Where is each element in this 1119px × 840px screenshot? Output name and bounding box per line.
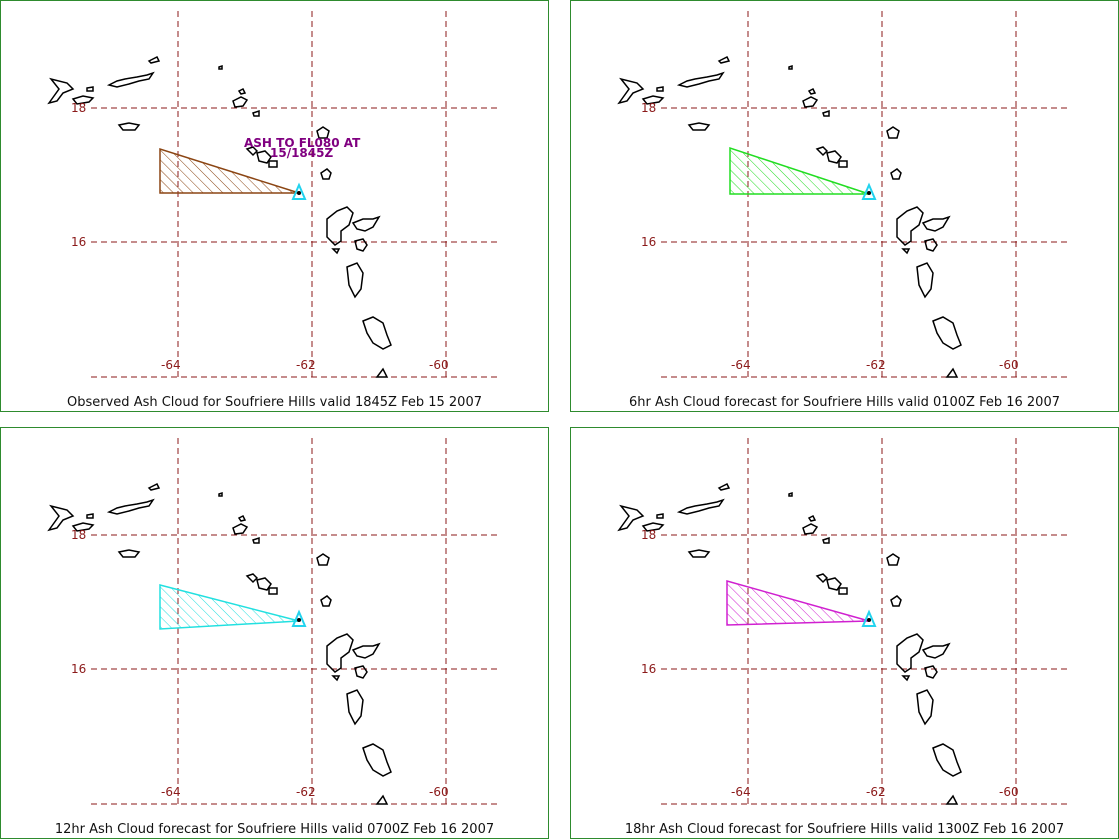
lat-label-16: 16 [641, 662, 656, 676]
map-panel-observed: 18 16 -64 -62 -60 ASH TO FL080 AT 15/184… [0, 0, 549, 412]
lat-label-16: 16 [71, 235, 86, 249]
panel-title: Observed Ash Cloud for Soufriere Hills v… [67, 395, 482, 410]
grid-lines [91, 11, 501, 379]
lon-label-62: -62 [296, 358, 316, 372]
lon-label-64: -64 [161, 785, 181, 799]
lat-label-18: 18 [641, 101, 656, 115]
volcano-marker-icon [291, 609, 307, 627]
panel-title: 18hr Ash Cloud forecast for Soufriere Hi… [624, 822, 1065, 837]
lon-label-62: -62 [866, 785, 886, 799]
lon-label-62: -62 [866, 358, 886, 372]
lon-label-60: -60 [999, 358, 1019, 372]
lon-label-64: -64 [731, 358, 751, 372]
lat-label-18: 18 [71, 101, 86, 115]
volcano-marker-icon [861, 182, 877, 200]
volcano-marker-icon [291, 182, 307, 200]
ash-annotation-line2: 15/1845Z [270, 146, 333, 160]
lon-label-62: -62 [296, 785, 316, 799]
coastline [47, 482, 392, 805]
ash-cloud-polygon [729, 146, 870, 195]
volcano-marker-icon [861, 609, 877, 627]
map-panel-18hr: 18 16 -64 -62 -60 18hr Ash Cloud forecas… [570, 427, 1119, 839]
map-canvas: 18 16 -64 -62 -60 [47, 438, 501, 806]
lon-label-64: -64 [161, 358, 181, 372]
map-canvas: 18 16 -64 -62 -60 [617, 438, 1071, 806]
ash-annotation-line1: ASH TO FL080 AT [244, 136, 361, 150]
grid-lines [661, 438, 1071, 806]
lon-label-64: -64 [731, 785, 751, 799]
ash-cloud-polygon [726, 580, 870, 626]
coastline [47, 55, 392, 378]
map-canvas: 18 16 -64 -62 -60 ASH TO FL080 AT 15/184… [47, 11, 501, 379]
coastline [617, 482, 962, 805]
coastline [617, 55, 962, 378]
lat-label-16: 16 [641, 235, 656, 249]
grid-lines [91, 438, 501, 806]
lat-label-18: 18 [641, 528, 656, 542]
grid-lines [661, 11, 1071, 379]
map-canvas: 18 16 -64 -62 -60 [617, 11, 1071, 379]
lon-label-60: -60 [429, 358, 449, 372]
panel-title: 12hr Ash Cloud forecast for Soufriere Hi… [54, 822, 495, 837]
ash-cloud-polygon [159, 147, 300, 194]
ash-cloud-polygon [159, 584, 300, 630]
lat-label-16: 16 [71, 662, 86, 676]
map-panel-12hr: 18 16 -64 -62 -60 12hr Ash Cloud forecas… [0, 427, 549, 839]
lon-label-60: -60 [429, 785, 449, 799]
panel-title: 6hr Ash Cloud forecast for Soufriere Hil… [629, 395, 1060, 410]
lat-label-18: 18 [71, 528, 86, 542]
lon-label-60: -60 [999, 785, 1019, 799]
map-panel-6hr: 18 16 -64 -62 -60 6hr Ash Cloud forecast… [570, 0, 1119, 412]
